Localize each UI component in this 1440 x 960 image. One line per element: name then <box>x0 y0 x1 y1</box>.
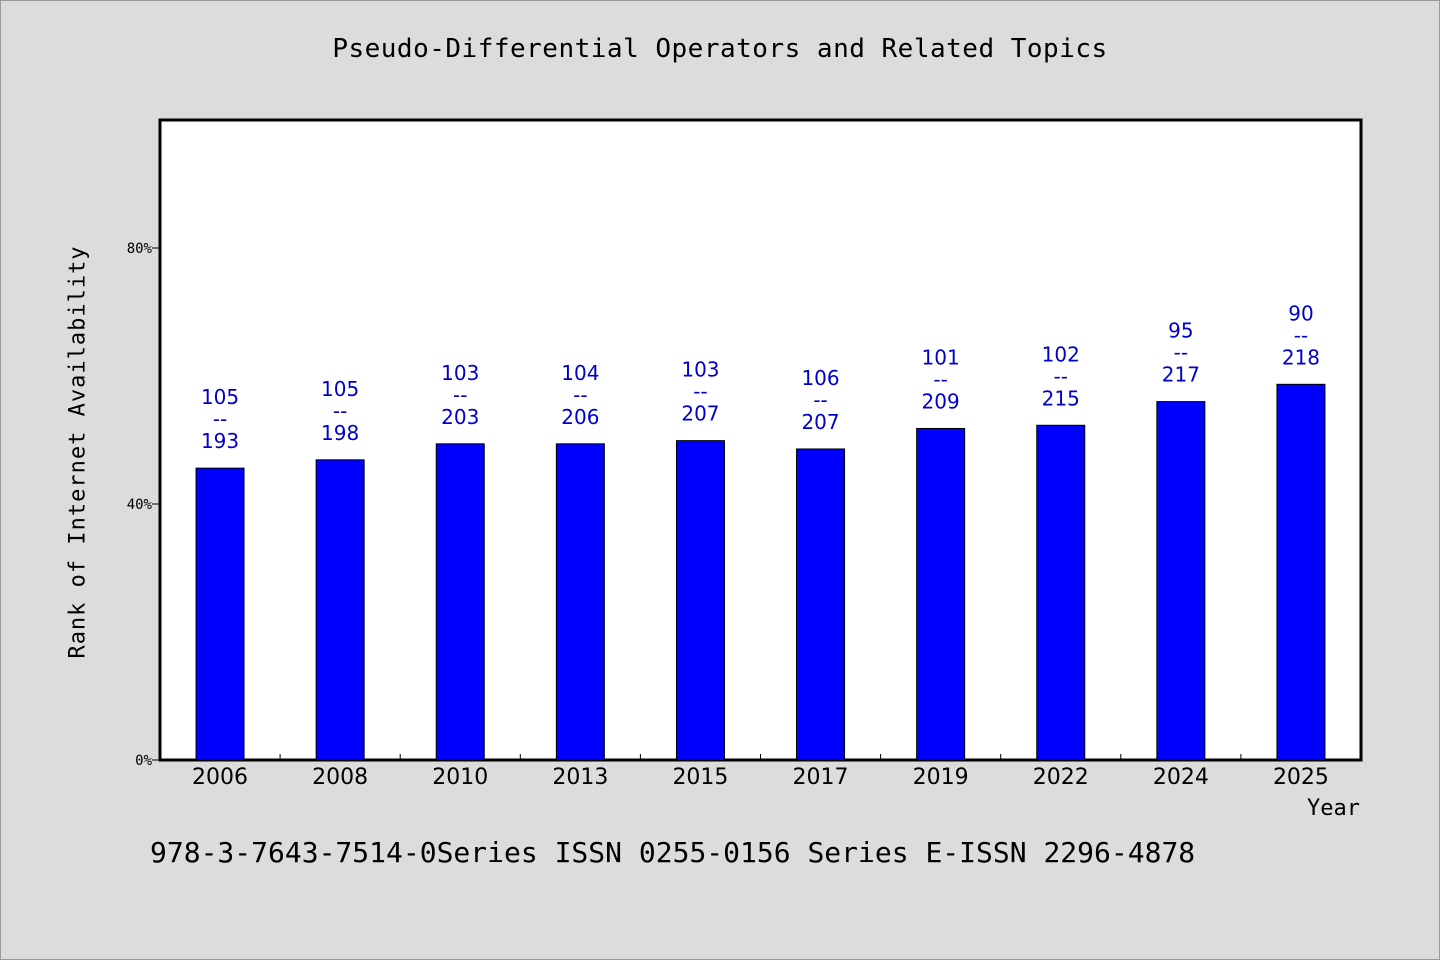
bar-data-label: 207 <box>681 402 719 426</box>
bar-data-label: 102 <box>1042 342 1080 366</box>
bar-data-label: 217 <box>1162 363 1200 387</box>
x-tick-label: 2008 <box>312 765 368 790</box>
bar-data-label: 90 <box>1288 301 1313 325</box>
y-tick-label: 40% <box>127 497 153 513</box>
x-tick-label: 2024 <box>1153 765 1209 790</box>
bar-data-label: -- <box>333 399 347 423</box>
bar-data-label: -- <box>933 367 947 391</box>
x-tick-label: 2017 <box>793 765 849 790</box>
bar-data-label: 95 <box>1168 319 1193 343</box>
bar-data-label: 209 <box>922 389 960 413</box>
x-tick-label: 2019 <box>913 765 969 790</box>
bar <box>1036 424 1086 761</box>
x-axis: 2006 2008 2010 2013 2015 2017 2019 2022 2024 2025 <box>192 754 1329 790</box>
bar-data-label: 198 <box>321 421 359 445</box>
x-tick-label: 2015 <box>672 765 728 790</box>
bar-data-label: 203 <box>441 405 479 429</box>
isbn-footer: 978-3-7643-7514-0Series ISSN 0255-0156 S… <box>150 836 1196 869</box>
x-tick-label: 2025 <box>1273 765 1329 790</box>
bar-data-label: 207 <box>801 410 839 434</box>
bar-series <box>195 383 1326 761</box>
y-tick-label: 0% <box>135 753 152 769</box>
x-tick-label: 2013 <box>552 765 608 790</box>
x-tick-label: 2010 <box>432 765 488 790</box>
y-tick-label: 80% <box>127 241 153 257</box>
bar <box>315 459 365 761</box>
bar-data-label: -- <box>1174 341 1188 365</box>
bar-data-label: -- <box>213 407 227 431</box>
bar-data-label: 103 <box>441 361 479 385</box>
bar <box>1276 383 1326 761</box>
bar-data-label: 105 <box>201 385 239 409</box>
bar-data-label: 105 <box>321 377 359 401</box>
bar <box>555 443 605 761</box>
y-axis-label: Rank of Internet Availability <box>65 245 91 659</box>
bar-data-label: 106 <box>801 366 839 390</box>
bar <box>435 443 485 761</box>
bar <box>195 467 245 761</box>
bar-data-label: 215 <box>1042 386 1080 410</box>
x-tick-label: 2006 <box>192 765 248 790</box>
bar-data-label: 103 <box>681 358 719 382</box>
bar-data-label: -- <box>573 383 587 407</box>
x-axis-label: Year <box>1307 796 1360 821</box>
data-labels: 105--193105--198103--203104--206103--207… <box>201 301 1320 453</box>
chart-title: Pseudo-Differential Operators and Relate… <box>332 34 1108 64</box>
bar-data-label: -- <box>453 383 467 407</box>
bar <box>1156 401 1206 761</box>
x-tick-label: 2022 <box>1033 765 1089 790</box>
bar <box>675 440 725 761</box>
bar-data-label: 101 <box>922 345 960 369</box>
bar-data-label: 206 <box>561 405 599 429</box>
bar-data-label: -- <box>813 388 827 412</box>
bar-data-label: 104 <box>561 361 599 385</box>
bar-data-label: -- <box>1054 364 1068 388</box>
y-axis: 0% 40% 80% <box>127 241 160 769</box>
bar-data-label: -- <box>1294 323 1308 347</box>
bar <box>916 427 966 761</box>
bar-data-label: 218 <box>1282 345 1320 369</box>
bar <box>796 448 846 761</box>
bar-data-label: 193 <box>201 429 239 453</box>
bar-data-label: -- <box>693 380 707 404</box>
